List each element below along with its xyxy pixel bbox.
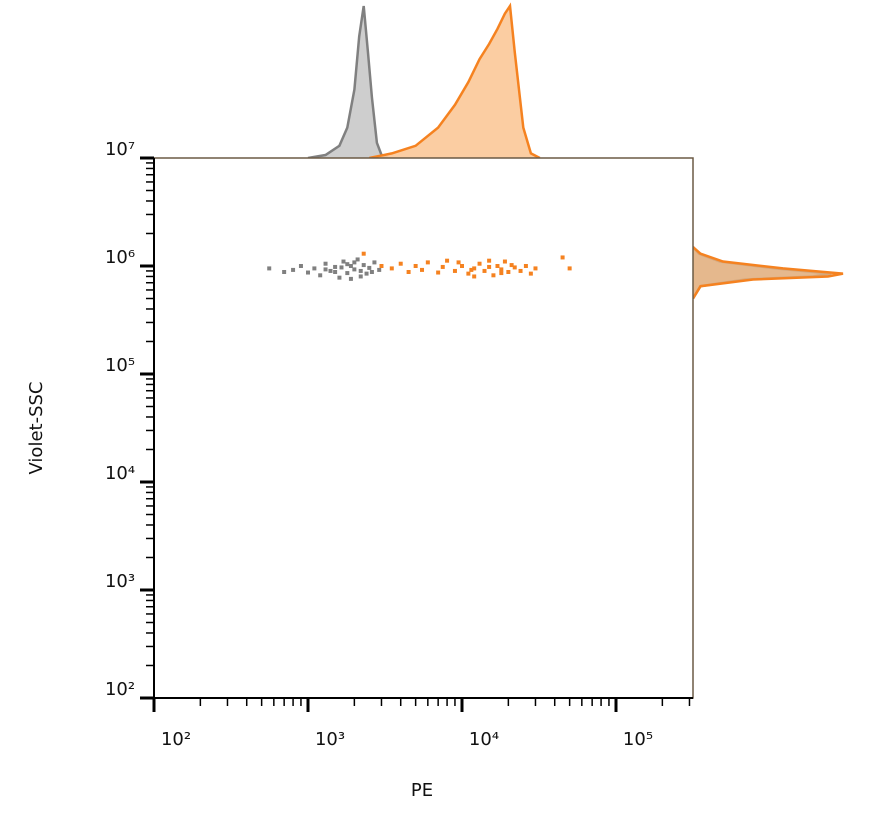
point [466, 271, 471, 276]
point [352, 260, 357, 265]
x-axis-label: PE [411, 780, 433, 801]
x-tick-label: 10³ [315, 729, 345, 750]
point [339, 265, 344, 270]
point [472, 274, 477, 279]
histogram-line [369, 2, 541, 160]
point [523, 264, 528, 268]
x-tick-label: 10⁴ [469, 729, 499, 750]
point [440, 264, 445, 269]
point [567, 266, 572, 271]
point [389, 266, 394, 271]
point [482, 268, 487, 273]
histogram-line [691, 246, 844, 300]
y-axis-label: Violet-SSC [26, 382, 47, 475]
point [341, 259, 346, 264]
point [355, 257, 360, 262]
point [367, 265, 372, 270]
point [369, 269, 374, 274]
point [502, 259, 507, 264]
point [413, 264, 418, 268]
point [358, 268, 363, 273]
point [452, 268, 457, 273]
point [333, 264, 338, 269]
point [491, 273, 496, 278]
point [469, 267, 474, 272]
point [398, 261, 403, 266]
point [323, 261, 328, 266]
point [528, 271, 533, 276]
plot-area [153, 157, 694, 699]
x-tick-label: 10² [161, 729, 191, 750]
point [352, 267, 357, 272]
point [379, 264, 384, 268]
histogram-area [369, 6, 540, 158]
histogram-area [693, 246, 843, 299]
histogram-area [308, 6, 388, 158]
point [361, 263, 366, 268]
point [372, 260, 377, 265]
point [420, 267, 425, 272]
x-tick-label: 10⁵ [623, 729, 653, 750]
point [477, 261, 482, 266]
point [358, 274, 363, 279]
point [459, 264, 464, 268]
point [337, 275, 342, 280]
point [364, 271, 369, 276]
y-tick-label: 10³ [105, 571, 135, 592]
point [512, 265, 517, 270]
point [328, 268, 333, 273]
point [306, 270, 310, 275]
point [323, 267, 328, 272]
point [533, 266, 538, 271]
point [312, 266, 317, 271]
point [333, 269, 338, 274]
point [361, 251, 366, 256]
point [318, 273, 323, 278]
point [282, 269, 287, 274]
point [499, 267, 504, 272]
point [472, 266, 477, 271]
point [348, 264, 353, 268]
point [345, 262, 350, 267]
point [377, 267, 382, 272]
point [506, 269, 511, 274]
point [518, 268, 523, 273]
y-tick-label: 10⁴ [105, 463, 135, 484]
y-tick-label: 10⁵ [105, 355, 135, 376]
point [436, 270, 441, 275]
point [406, 269, 411, 274]
point [509, 263, 514, 268]
point [345, 271, 350, 276]
y-tick-label: 10⁷ [105, 139, 135, 160]
y-tick-label: 10⁶ [105, 247, 135, 268]
point [267, 266, 272, 271]
point [425, 260, 430, 265]
y-tick-label: 10² [105, 679, 135, 700]
point [560, 255, 565, 260]
point [445, 258, 450, 263]
point [487, 264, 492, 269]
point [291, 267, 296, 272]
point [456, 260, 461, 265]
histogram-line [307, 5, 389, 160]
point [487, 258, 492, 263]
point [298, 264, 303, 268]
point [499, 271, 504, 276]
point [495, 264, 500, 268]
point [348, 276, 353, 281]
